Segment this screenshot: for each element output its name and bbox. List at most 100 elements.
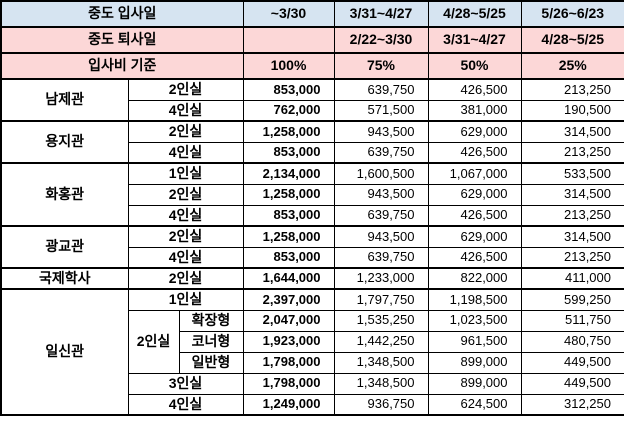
entry-date-label: 중도 입사일 [0, 0, 244, 28]
price-cell: 1,198,500 [427, 288, 522, 311]
price-cell: 639,750 [333, 246, 429, 269]
price-cell: 639,750 [333, 204, 429, 227]
header-row-exit-date: 중도 퇴사일 2/22~3/30 3/31~4/27 4/28~5/25 [0, 26, 624, 54]
table-header: 중도 입사일 ~3/30 3/31~4/27 4/28~5/25 5/26~6/… [0, 0, 624, 80]
price-cell: 213,250 [520, 246, 624, 269]
room-type-cell: 2인실 [127, 225, 244, 248]
building-cell: 광교관 [0, 225, 129, 269]
price-cell: 426,500 [427, 78, 522, 101]
price-cell: 639,750 [333, 141, 429, 164]
table-row: 국제학사 2인실 1,644,000 1,233,000 822,000 411,000 [0, 267, 624, 290]
price-cell: 2,134,000 [242, 162, 335, 185]
price-cell: 1,348,500 [333, 351, 429, 374]
price-cell: 381,000 [427, 99, 522, 122]
price-cell: 943,500 [333, 120, 429, 143]
entry-date-col-1: ~3/30 [242, 0, 335, 28]
price-cell: 314,500 [520, 120, 624, 143]
price-cell: 762,000 [242, 99, 335, 122]
fee-basis-label: 입사비 기준 [0, 52, 244, 80]
room-subtype-cell: 일반형 [178, 351, 244, 374]
price-cell: 853,000 [242, 141, 335, 164]
building-cell: 화홍관 [0, 162, 129, 227]
price-cell: 1,442,250 [333, 330, 429, 353]
price-cell: 853,000 [242, 204, 335, 227]
building-cell: 국제학사 [0, 267, 129, 290]
exit-date-label: 중도 퇴사일 [0, 26, 244, 54]
price-cell: 314,500 [520, 183, 624, 206]
room-type-cell: 2인실 [127, 183, 244, 206]
price-cell: 1,249,000 [242, 393, 335, 416]
table-row: 남제관 2인실 853,000 639,750 426,500 213,250 [0, 78, 624, 122]
room-subtype-cell: 코너형 [178, 330, 244, 353]
price-cell: 853,000 [242, 246, 335, 269]
fee-basis-col-2: 75% [333, 52, 429, 80]
price-cell: 943,500 [333, 225, 429, 248]
table-row: 일반형 1,798,000 1,348,500 899,000 449,500 [1, 351, 624, 374]
header-row-entry-date: 중도 입사일 ~3/30 3/31~4/27 4/28~5/25 5/26~6/… [0, 0, 624, 28]
price-cell: 1,644,000 [242, 267, 335, 290]
price-cell: 899,000 [427, 351, 522, 374]
price-cell: 1,258,000 [242, 120, 335, 143]
price-cell: 426,500 [427, 204, 522, 227]
price-cell: 511,750 [520, 309, 624, 332]
price-cell: 1,535,250 [333, 309, 429, 332]
price-cell: 599,250 [520, 288, 624, 311]
price-cell: 1,067,000 [427, 162, 522, 185]
room-type-cell: 2인실 [127, 78, 244, 101]
price-cell: 2,397,000 [242, 288, 335, 311]
building-cell: 일신관 [0, 288, 129, 416]
price-cell: 1,023,500 [427, 309, 522, 332]
table-row: 2인실 확장형 2,047,000 1,535,250 1,023,500 511,750 [1, 309, 624, 374]
price-cell: 312,250 [520, 393, 624, 416]
price-cell: 624,500 [427, 393, 522, 416]
price-cell: 1,798,000 [242, 351, 335, 374]
price-cell: 533,500 [520, 162, 624, 185]
table-row: 용지관 2인실 1,258,000 943,500 629,000 314,500 [0, 120, 624, 164]
price-cell: 213,250 [520, 78, 624, 101]
exit-date-col-4: 4/28~5/25 [520, 26, 624, 54]
room-type-cell: 2인실 [127, 309, 180, 374]
header-row-fee-basis: 입사비 기준 100% 75% 50% 25% [0, 52, 624, 80]
entry-date-col-3: 4/28~5/25 [427, 0, 522, 28]
price-cell: 190,500 [520, 99, 624, 122]
table-row: 4인실 853,000 639,750 426,500 213,250 [1, 246, 624, 269]
exit-date-col-3: 3/31~4/27 [427, 26, 522, 54]
price-cell: 1,233,000 [333, 267, 429, 290]
room-type-cell: 2인실 [127, 267, 244, 290]
price-cell: 571,500 [333, 99, 429, 122]
building-cell: 용지관 [0, 120, 129, 164]
price-cell: 1,258,000 [242, 183, 335, 206]
price-cell: 2,047,000 [242, 309, 335, 332]
price-cell: 822,000 [427, 267, 522, 290]
table-body: 남제관 2인실 853,000 639,750 426,500 213,250 4인실 762… [0, 78, 624, 416]
room-subtype-cell: 확장형 [178, 309, 244, 332]
price-cell: 943,500 [333, 183, 429, 206]
price-cell: 1,797,750 [333, 288, 429, 311]
price-cell: 639,750 [333, 78, 429, 101]
price-cell: 411,000 [520, 267, 624, 290]
price-cell: 213,250 [520, 141, 624, 164]
room-type-cell: 2인실 [127, 120, 244, 143]
entry-date-col-4: 5/26~6/23 [520, 0, 624, 28]
fee-basis-col-4: 25% [520, 52, 624, 80]
room-type-cell: 3인실 [127, 372, 244, 395]
price-cell: 1,923,000 [242, 330, 335, 353]
price-cell: 629,000 [427, 120, 522, 143]
table-row: 4인실 1,249,000 936,750 624,500 312,250 [1, 393, 624, 416]
price-cell: 449,500 [520, 372, 624, 395]
room-type-cell: 1인실 [127, 288, 244, 311]
price-cell: 1,348,500 [333, 372, 429, 395]
table-row: 일신관 1인실 2,397,000 1,797,750 1,198,500 599,250 [0, 288, 624, 416]
price-cell: 629,000 [427, 183, 522, 206]
dorm-fee-table: 중도 입사일 ~3/30 3/31~4/27 4/28~5/25 5/26~6/… [0, 0, 624, 416]
price-cell: 426,500 [427, 246, 522, 269]
price-cell: 1,600,500 [333, 162, 429, 185]
price-cell: 1,798,000 [242, 372, 335, 395]
price-cell: 314,500 [520, 225, 624, 248]
exit-date-col-2: 2/22~3/30 [333, 26, 429, 54]
room-type-cell: 4인실 [127, 141, 244, 164]
price-cell: 1,258,000 [242, 225, 335, 248]
room-type-cell: 1인실 [127, 162, 244, 185]
room-type-cell: 4인실 [127, 204, 244, 227]
price-cell: 936,750 [333, 393, 429, 416]
